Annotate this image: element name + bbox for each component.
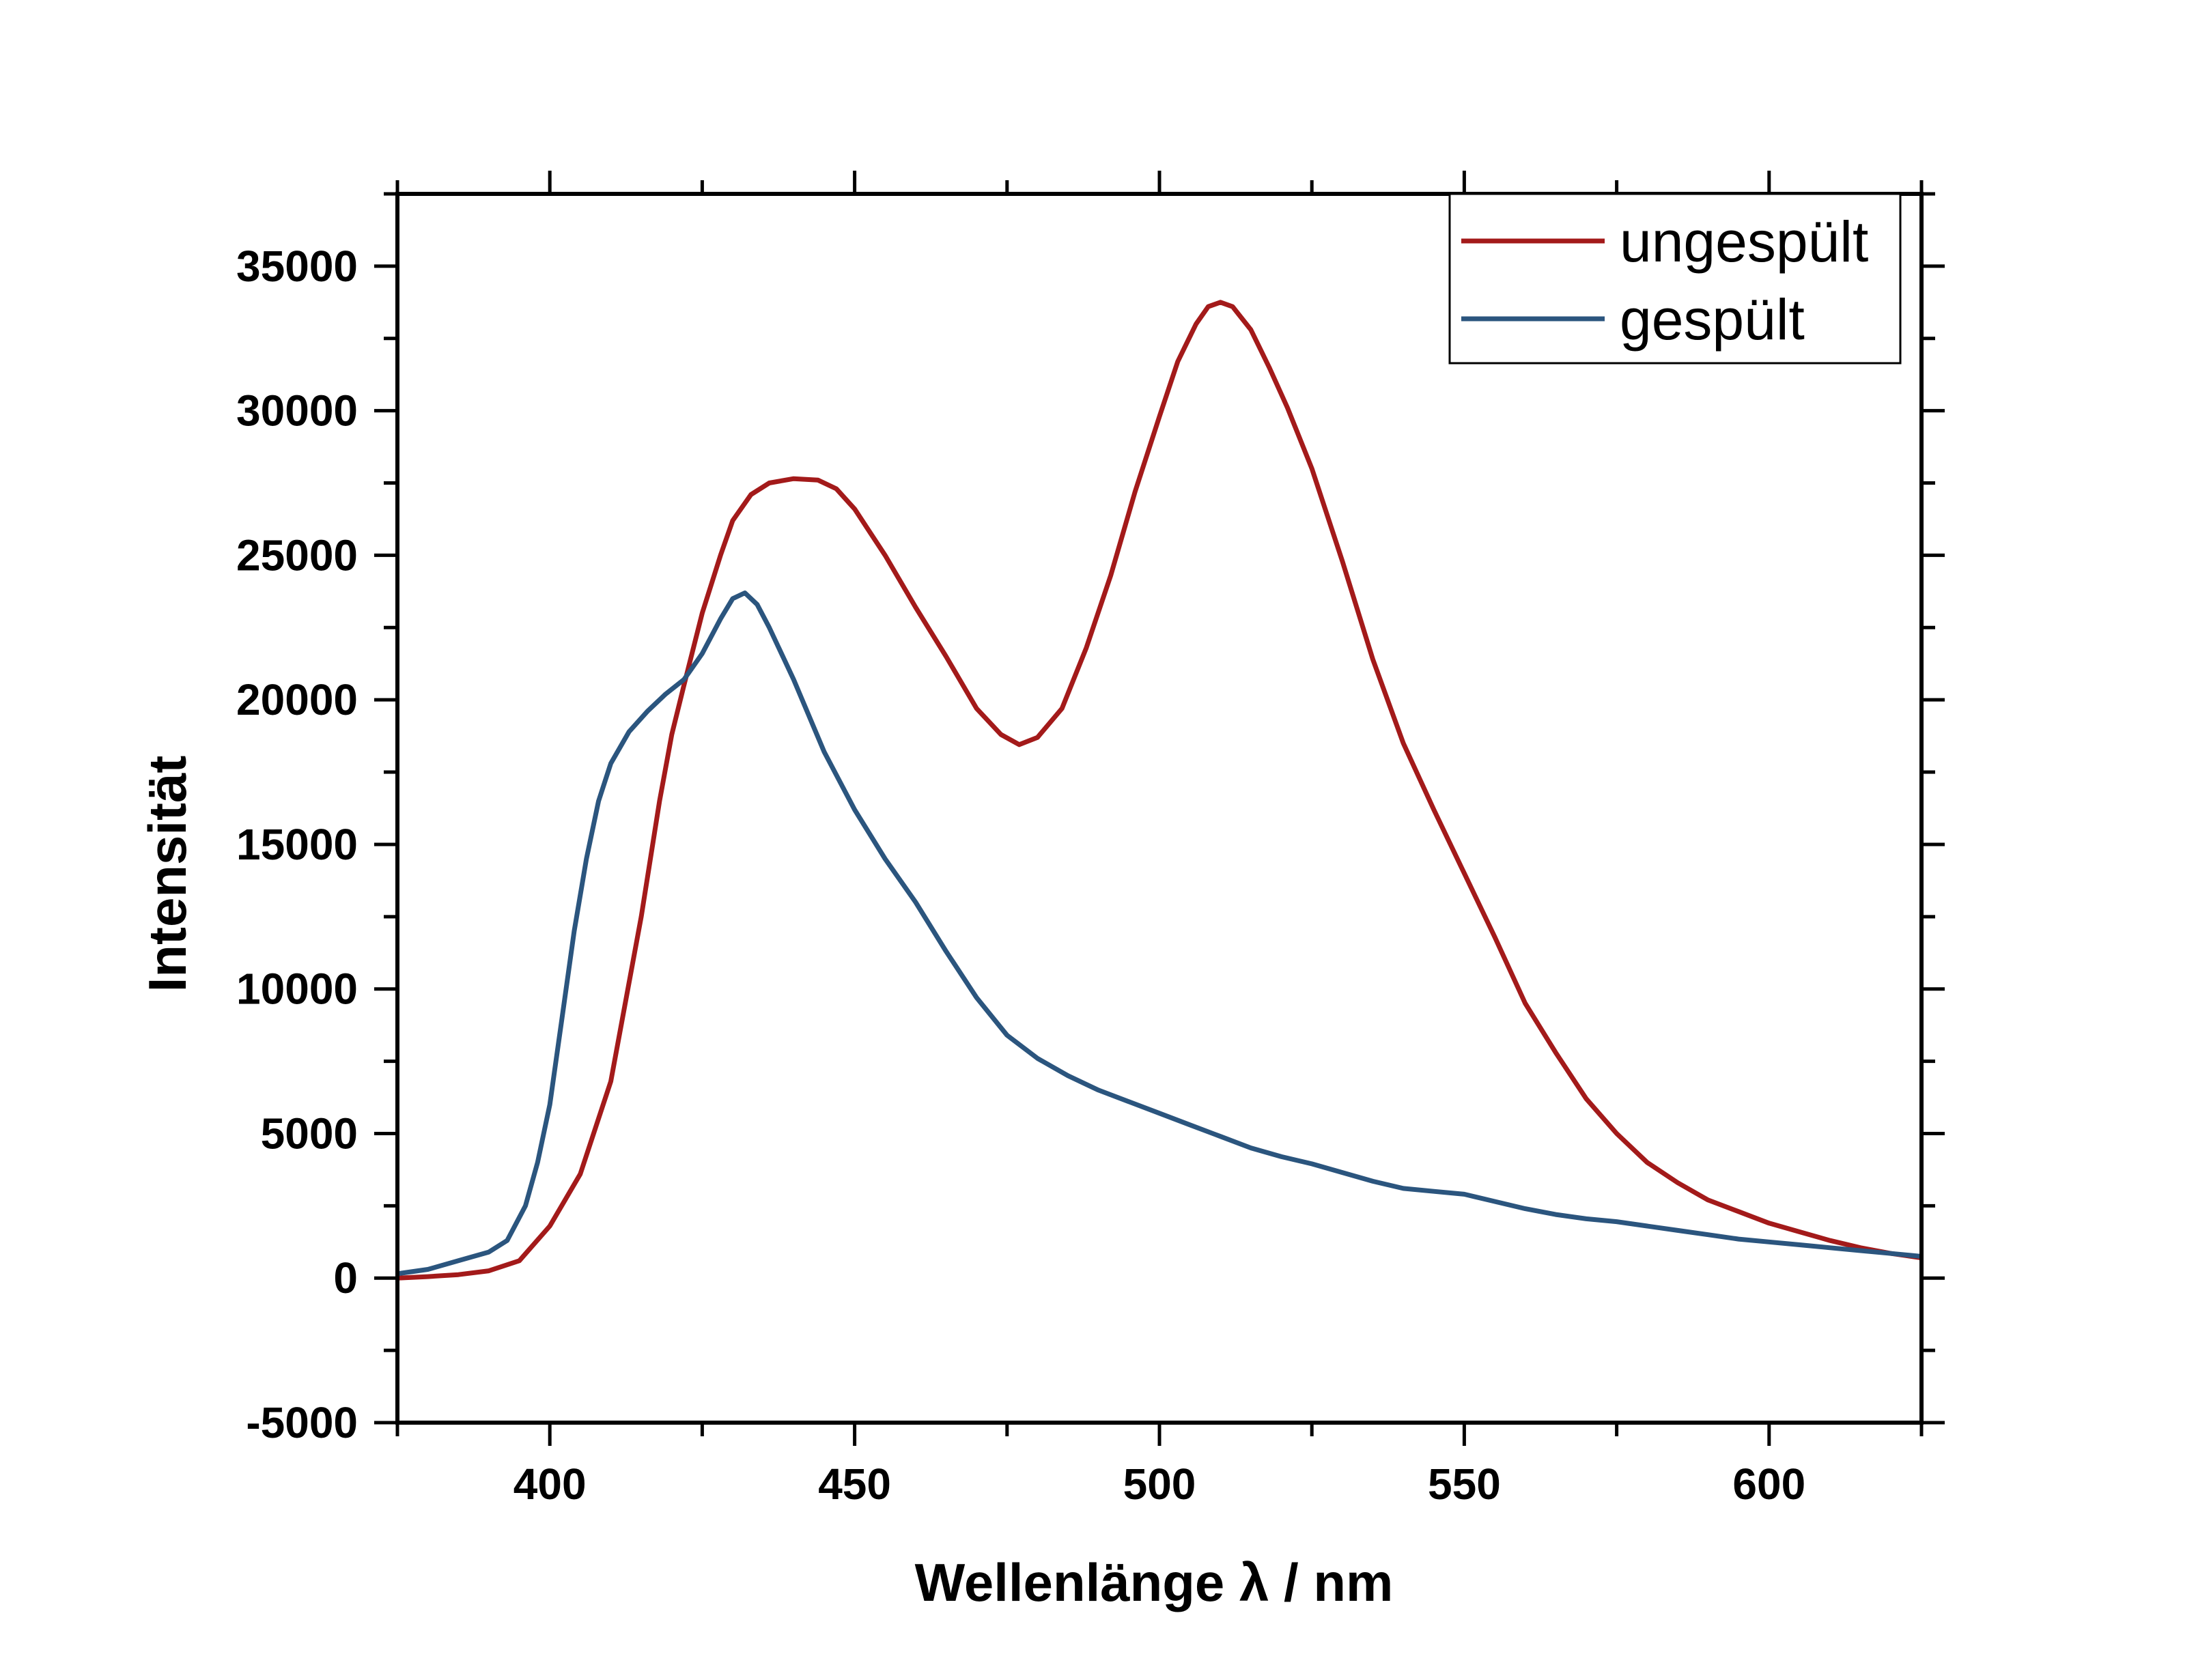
legend-label-gespuelt: gespült xyxy=(1620,287,1805,352)
y-tick-label: 10000 xyxy=(236,965,358,1014)
y-tick-label: 35000 xyxy=(236,242,358,291)
y-tick-label: 30000 xyxy=(236,386,358,436)
y-tick-label: 25000 xyxy=(236,530,358,580)
y-tick-label: -5000 xyxy=(246,1398,358,1447)
y-tick-label: 20000 xyxy=(236,675,358,724)
plot-frame xyxy=(395,192,1924,1425)
y-axis-title: Intensität xyxy=(137,756,197,993)
y-tick-label: 0 xyxy=(333,1253,358,1302)
series-layer xyxy=(397,300,1922,1281)
x-tick-label: 500 xyxy=(1123,1460,1196,1509)
x-tick-label: 600 xyxy=(1732,1460,1805,1509)
legend-box xyxy=(1448,193,1902,365)
legend-label-ungespuelt: ungespült xyxy=(1620,210,1868,274)
legend: ungespült gespült xyxy=(1448,193,1902,365)
x-tick-label: 450 xyxy=(818,1460,891,1509)
x-tick-label: 400 xyxy=(513,1460,587,1509)
series-line-gespuelt xyxy=(397,590,1922,1277)
axes-layer: 400 450 500 550 600 -5000 0 5000 10000 15000 20000… xyxy=(236,171,1945,1509)
x-axis-title: Wellenlänge λ / nm xyxy=(915,1552,1394,1612)
y-tick-label: 15000 xyxy=(236,820,358,869)
series-line-ungespuelt xyxy=(397,300,1922,1281)
y-tick-label: 5000 xyxy=(261,1109,358,1158)
x-tick-label: 550 xyxy=(1428,1460,1501,1509)
